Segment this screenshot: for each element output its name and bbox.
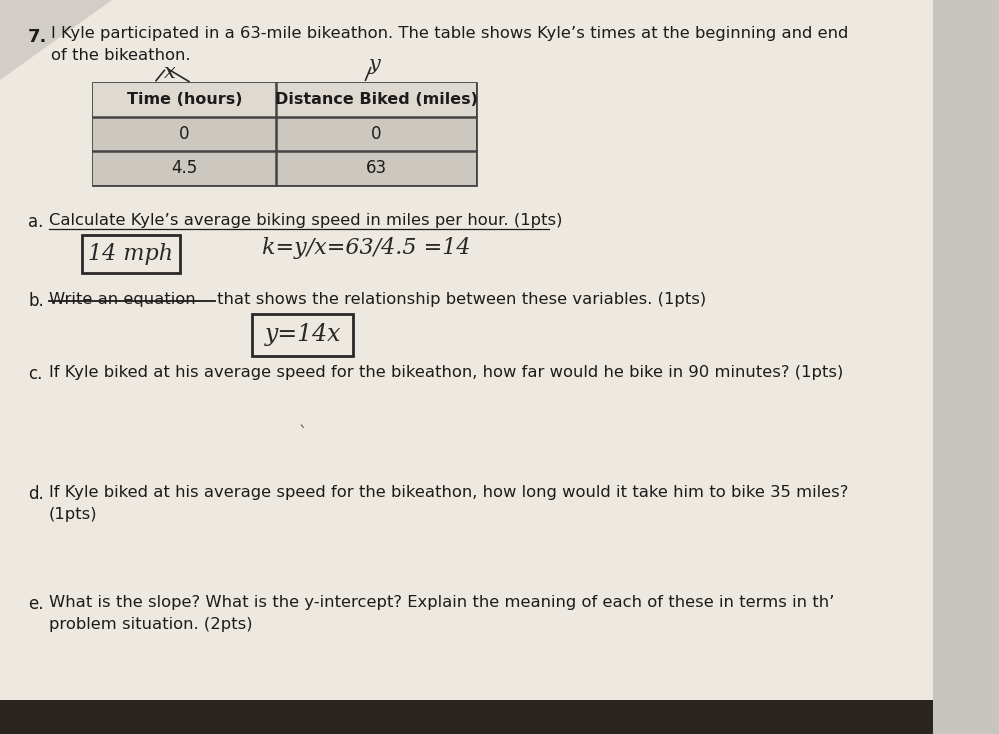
Text: If Kyle biked at his average speed for the bikeathon, how long would it take him: If Kyle biked at his average speed for t… xyxy=(49,485,848,500)
Polygon shape xyxy=(0,0,112,80)
Bar xyxy=(252,314,353,356)
Text: Distance Biked (miles): Distance Biked (miles) xyxy=(275,92,478,107)
Text: d.: d. xyxy=(28,485,44,503)
Text: I Kyle participated in a 63-mile bikeathon. The table shows Kyle’s times at the : I Kyle participated in a 63-mile bikeath… xyxy=(51,26,849,41)
Text: `: ` xyxy=(299,425,308,443)
Bar xyxy=(0,700,933,734)
Text: 14 mph: 14 mph xyxy=(88,243,174,265)
Text: What is the slope? What is the y-intercept? Explain the meaning of each of these: What is the slope? What is the y-interce… xyxy=(49,595,834,610)
Text: 4.5: 4.5 xyxy=(172,159,198,177)
Bar xyxy=(94,151,477,185)
Text: y: y xyxy=(369,55,381,74)
Bar xyxy=(94,83,477,117)
Bar xyxy=(94,117,477,151)
Text: 63: 63 xyxy=(366,159,387,177)
Text: e.: e. xyxy=(28,595,44,613)
Text: 0: 0 xyxy=(179,125,190,143)
Bar xyxy=(94,83,477,185)
Text: a.: a. xyxy=(28,213,43,231)
Bar xyxy=(82,235,180,273)
Text: y=14x: y=14x xyxy=(265,324,341,346)
Text: Calculate Kyle’s average biking speed in miles per hour. (1pts): Calculate Kyle’s average biking speed in… xyxy=(49,213,562,228)
Text: b.: b. xyxy=(28,292,44,310)
Text: x: x xyxy=(164,63,175,82)
Text: (1pts): (1pts) xyxy=(49,507,97,522)
Text: 7.: 7. xyxy=(28,28,47,46)
Text: c.: c. xyxy=(28,365,42,383)
Text: Write an equation: Write an equation xyxy=(49,292,195,307)
Text: 0: 0 xyxy=(371,125,382,143)
Text: of the bikeathon.: of the bikeathon. xyxy=(51,48,191,63)
Text: problem situation. (2pts): problem situation. (2pts) xyxy=(49,617,252,632)
Text: k=y/x=63/4.5 =14: k=y/x=63/4.5 =14 xyxy=(262,237,471,259)
Text: Time (hours): Time (hours) xyxy=(127,92,242,107)
Text: that shows the relationship between these variables. (1pts): that shows the relationship between thes… xyxy=(217,292,706,307)
Text: If Kyle biked at his average speed for the bikeathon, how far would he bike in 9: If Kyle biked at his average speed for t… xyxy=(49,365,843,380)
